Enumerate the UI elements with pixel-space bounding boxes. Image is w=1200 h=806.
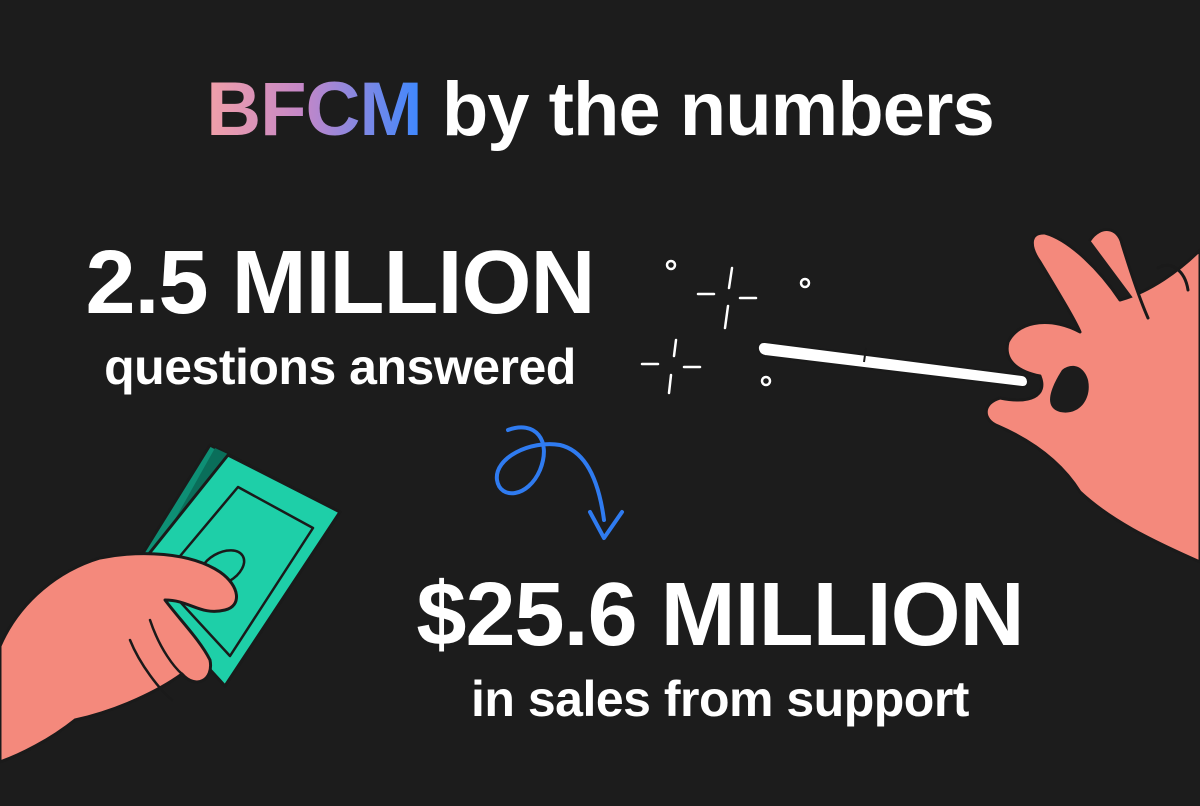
title-accent: BFCM [206, 67, 423, 152]
stat-questions-caption: questions answered [104, 339, 576, 395]
magic-wand-icon [756, 341, 1029, 389]
sparkles-icon [640, 259, 811, 395]
hand-holding-wand-icon [984, 228, 1200, 564]
stat-questions-value: 2.5 MILLION [85, 233, 595, 333]
hand-holding-money-icon [0, 443, 342, 764]
stat-sales-caption: in sales from support [471, 671, 969, 727]
title-rest: by the numbers [421, 67, 995, 152]
page-title: BFCM by the numbers [0, 72, 1200, 148]
stat-sales-value: $25.6 MILLION [416, 565, 1024, 665]
curly-arrow-icon [494, 425, 624, 540]
